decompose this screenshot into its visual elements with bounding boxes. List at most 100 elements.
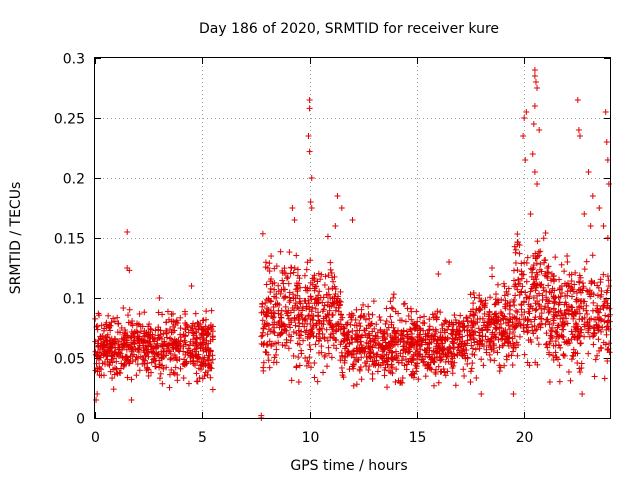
data-point: [194, 358, 201, 365]
data-point: [538, 315, 545, 322]
data-point: [373, 357, 380, 364]
data-point: [497, 321, 504, 328]
data-point: [176, 355, 183, 362]
data-point: [516, 250, 523, 257]
data-point: [407, 326, 414, 333]
data-point: [564, 320, 571, 327]
data-point: [511, 296, 518, 303]
data-point: [200, 347, 207, 354]
data-point: [585, 169, 592, 175]
data-point: [495, 314, 502, 321]
data-point: [464, 355, 471, 362]
data-point: [183, 360, 190, 367]
data-point: [457, 312, 464, 319]
data-point: [151, 358, 158, 365]
data-point: [156, 375, 163, 382]
data-point: [133, 372, 140, 379]
data-point: [446, 319, 453, 326]
data-point: [567, 377, 574, 384]
data-point: [312, 296, 319, 303]
data-point: [399, 353, 406, 360]
data-point: [310, 275, 317, 282]
data-point: [327, 259, 334, 266]
data-point: [303, 303, 310, 310]
data-point: [268, 341, 275, 348]
data-point: [270, 314, 277, 321]
data-point: [326, 320, 333, 327]
data-point: [329, 300, 336, 307]
data-point: [369, 335, 376, 342]
data-point: [506, 335, 513, 342]
data-point: [157, 370, 164, 377]
data-point: [164, 342, 171, 349]
data-point: [198, 331, 205, 338]
data-point: [189, 352, 196, 359]
data-point: [279, 277, 286, 284]
data-point: [526, 293, 533, 300]
data-point: [124, 374, 131, 381]
data-point: [395, 310, 402, 317]
data-point: [303, 266, 310, 273]
data-point: [488, 265, 495, 271]
data-point: [263, 320, 270, 327]
data-point: [564, 258, 571, 265]
data-point: [197, 321, 204, 328]
data-point: [345, 332, 352, 339]
data-point: [108, 345, 115, 352]
data-point: [291, 314, 298, 321]
data-point: [389, 370, 396, 377]
data-point: [377, 317, 384, 324]
data-point: [440, 366, 447, 373]
data-point: [392, 379, 399, 385]
data-point: [409, 330, 416, 337]
data-point: [381, 372, 388, 379]
data-point: [506, 310, 513, 317]
data-point: [447, 358, 454, 365]
data-point: [461, 323, 468, 330]
data-point: [525, 324, 532, 331]
data-point: [532, 287, 539, 294]
data-point: [587, 223, 594, 229]
data-point: [103, 353, 110, 360]
data-point: [530, 294, 537, 301]
data-point: [170, 340, 177, 347]
data-point: [292, 322, 299, 329]
data-point: [490, 347, 497, 354]
data-point: [337, 288, 344, 295]
data-point: [311, 360, 318, 367]
data-point: [465, 322, 472, 329]
data-point: [262, 264, 269, 271]
data-point: [407, 305, 414, 312]
data-point: [503, 356, 510, 363]
data-point: [289, 205, 296, 211]
data-point: [518, 260, 525, 267]
data-point: [341, 359, 348, 366]
data-point: [295, 317, 302, 324]
data-point: [307, 279, 314, 286]
data-point: [318, 271, 325, 278]
data-point: [339, 314, 346, 321]
data-point: [521, 115, 528, 121]
data-point: [519, 283, 526, 290]
data-point: [597, 276, 604, 283]
data-point: [440, 345, 447, 352]
data-point: [422, 336, 429, 343]
data-point: [367, 346, 374, 353]
data-point: [491, 320, 498, 327]
data-point: [290, 352, 297, 359]
data-point: [518, 306, 525, 313]
data-point: [346, 340, 353, 347]
data-point: [202, 323, 209, 330]
data-point: [444, 352, 451, 359]
y-axis-title: SRMTID / TECUs: [8, 182, 24, 295]
data-point: [259, 329, 266, 336]
data-point: [111, 318, 118, 325]
data-point: [142, 333, 149, 340]
data-point: [109, 375, 116, 382]
data-point: [477, 306, 484, 313]
data-point: [518, 270, 525, 277]
data-point: [387, 343, 394, 350]
data-point: [469, 306, 476, 313]
data-point: [159, 311, 166, 318]
data-point: [184, 349, 191, 356]
